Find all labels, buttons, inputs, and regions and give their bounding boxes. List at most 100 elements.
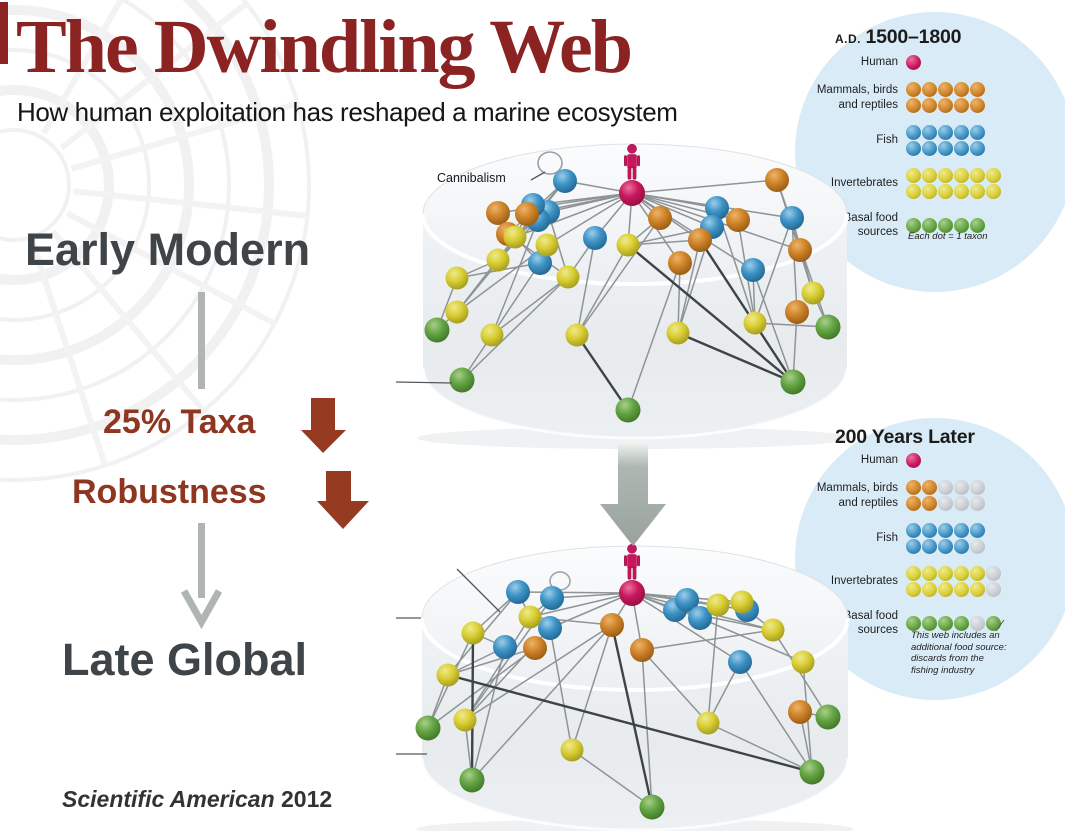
- taxon-node-blue: [540, 586, 564, 610]
- food-web-link: [754, 322, 829, 328]
- taxon-node-green: [815, 704, 841, 730]
- taxon-node-yellow: [461, 621, 485, 645]
- food-web-link: [631, 192, 754, 271]
- food-web-link: [456, 262, 541, 279]
- food-web-link: [631, 592, 719, 606]
- leader-line-web2-diagonal: [456, 568, 501, 613]
- taxon-node-yellow: [535, 233, 559, 257]
- food-web-link: [514, 211, 549, 238]
- food-web-link: [567, 237, 596, 278]
- food-web-link: [551, 592, 633, 599]
- food-web-link: [507, 180, 566, 235]
- legend-label-human: Human: [860, 454, 898, 467]
- legend-dot-orange: [954, 98, 969, 113]
- food-web-link: [627, 217, 661, 246]
- legend-dots-fish: [906, 125, 985, 156]
- food-web-link: [526, 204, 534, 215]
- legend-dot-green: [922, 615, 937, 631]
- food-web-link: [571, 749, 653, 808]
- taxon-node-yellow: [743, 311, 767, 335]
- food-web-link: [641, 629, 774, 651]
- taxon-node-orange: [688, 228, 712, 252]
- legend-dot-orange: [922, 496, 937, 511]
- taxon-node-blue: [521, 193, 545, 217]
- legend-dot-blue: [906, 523, 921, 538]
- legend-dot-yellow: [906, 582, 921, 597]
- legend-label-fish: Fish: [876, 134, 898, 147]
- legend-row-basal-food-sources: Basal food sources: [795, 211, 1065, 240]
- legend-dot-gray: [970, 615, 985, 631]
- legend-dot-orange: [970, 82, 985, 97]
- taxon-node-blue: [700, 215, 724, 239]
- slide-title: The Dwindling Web: [16, 5, 633, 89]
- food-web-link: [631, 192, 793, 219]
- food-web-link: [427, 632, 474, 729]
- legend-dot-orange: [938, 82, 953, 97]
- big-down-arrow-icon: [600, 444, 666, 546]
- legend-row-mammals-birds-reptiles: Mammals, birds and reptiles: [795, 480, 1065, 511]
- food-web-link: [610, 624, 654, 808]
- food-web-link: [611, 592, 633, 626]
- legend-dot-orange: [954, 82, 969, 97]
- leader-line-web1-left: [395, 381, 453, 384]
- food-web-link: [746, 609, 774, 631]
- legend-dot-crimson: [906, 55, 921, 70]
- food-web-link: [456, 180, 566, 313]
- cannibalism-label: Cannibalism: [437, 171, 506, 185]
- food-web-link: [716, 207, 756, 324]
- taxon-node-blue: [538, 616, 562, 640]
- taxon-node-green: [424, 317, 450, 343]
- legend-dot-blue: [922, 141, 937, 156]
- legend-label-invertebrates: Invertebrates: [830, 177, 898, 190]
- legend-label-basal-food-sources: Basal food sources: [843, 212, 898, 239]
- legend-dot-gray: [938, 480, 953, 495]
- food-web-link: [627, 239, 701, 246]
- legend-dot-yellow: [938, 566, 953, 581]
- legend-row-invertebrates: Invertebrates: [795, 168, 1065, 199]
- food-web-link: [461, 276, 569, 381]
- taxon-node-yellow: [730, 590, 754, 614]
- legend-dot-gray: [954, 480, 969, 495]
- legend-label-mammals-birds-reptiles: Mammals, birds and reptiles: [816, 84, 898, 111]
- food-web-link: [631, 192, 801, 251]
- food-web-link: [631, 192, 713, 228]
- food-web-link: [707, 722, 813, 773]
- taxon-node-yellow: [445, 300, 469, 324]
- food-web-link: [491, 276, 569, 336]
- food-web-link: [529, 592, 633, 618]
- taxon-node-yellow: [565, 323, 589, 347]
- food-web-link: [447, 591, 519, 676]
- taxon-node-yellow: [560, 738, 584, 762]
- food-web-link: [471, 646, 506, 781]
- food-web-link: [436, 311, 458, 331]
- watermark-spoke: [73, 188, 308, 219]
- food-web-link: [436, 277, 458, 331]
- legend-row-invertebrates: Invertebrates: [795, 566, 1065, 597]
- legend-label-invertebrates: Invertebrates: [830, 575, 898, 588]
- legend-dot-orange: [906, 82, 921, 97]
- food-web-link: [812, 292, 829, 328]
- legend-dot-yellow: [970, 168, 985, 183]
- legend-dot-blue: [906, 141, 921, 156]
- food-web-link: [799, 711, 813, 773]
- taxon-node-blue: [526, 208, 550, 232]
- food-web-link: [547, 192, 633, 213]
- legend1-footnote: Each dot = 1 taxon: [908, 231, 988, 242]
- legend-dot-yellow: [970, 582, 985, 597]
- legend-label-human: Human: [860, 56, 898, 69]
- taxon-node-green: [459, 767, 485, 793]
- cannibalism-loop-late: [549, 571, 571, 591]
- legend-dot-blue: [938, 141, 953, 156]
- food-web-link: [739, 661, 813, 773]
- legend-dot-blue: [922, 125, 937, 140]
- food-web-link: [631, 592, 688, 601]
- late-global-label: Late Global: [62, 634, 308, 685]
- slide-subtitle: How human exploitation has reshaped a ma…: [17, 97, 678, 127]
- food-web-link: [576, 244, 629, 336]
- food-web-link: [631, 179, 778, 194]
- taxon-node-yellow: [791, 650, 815, 674]
- food-web-link: [532, 192, 633, 206]
- taxon-node-yellow: [696, 711, 720, 735]
- taxon-node-orange: [788, 238, 812, 262]
- taxon-node-orange: [648, 206, 672, 230]
